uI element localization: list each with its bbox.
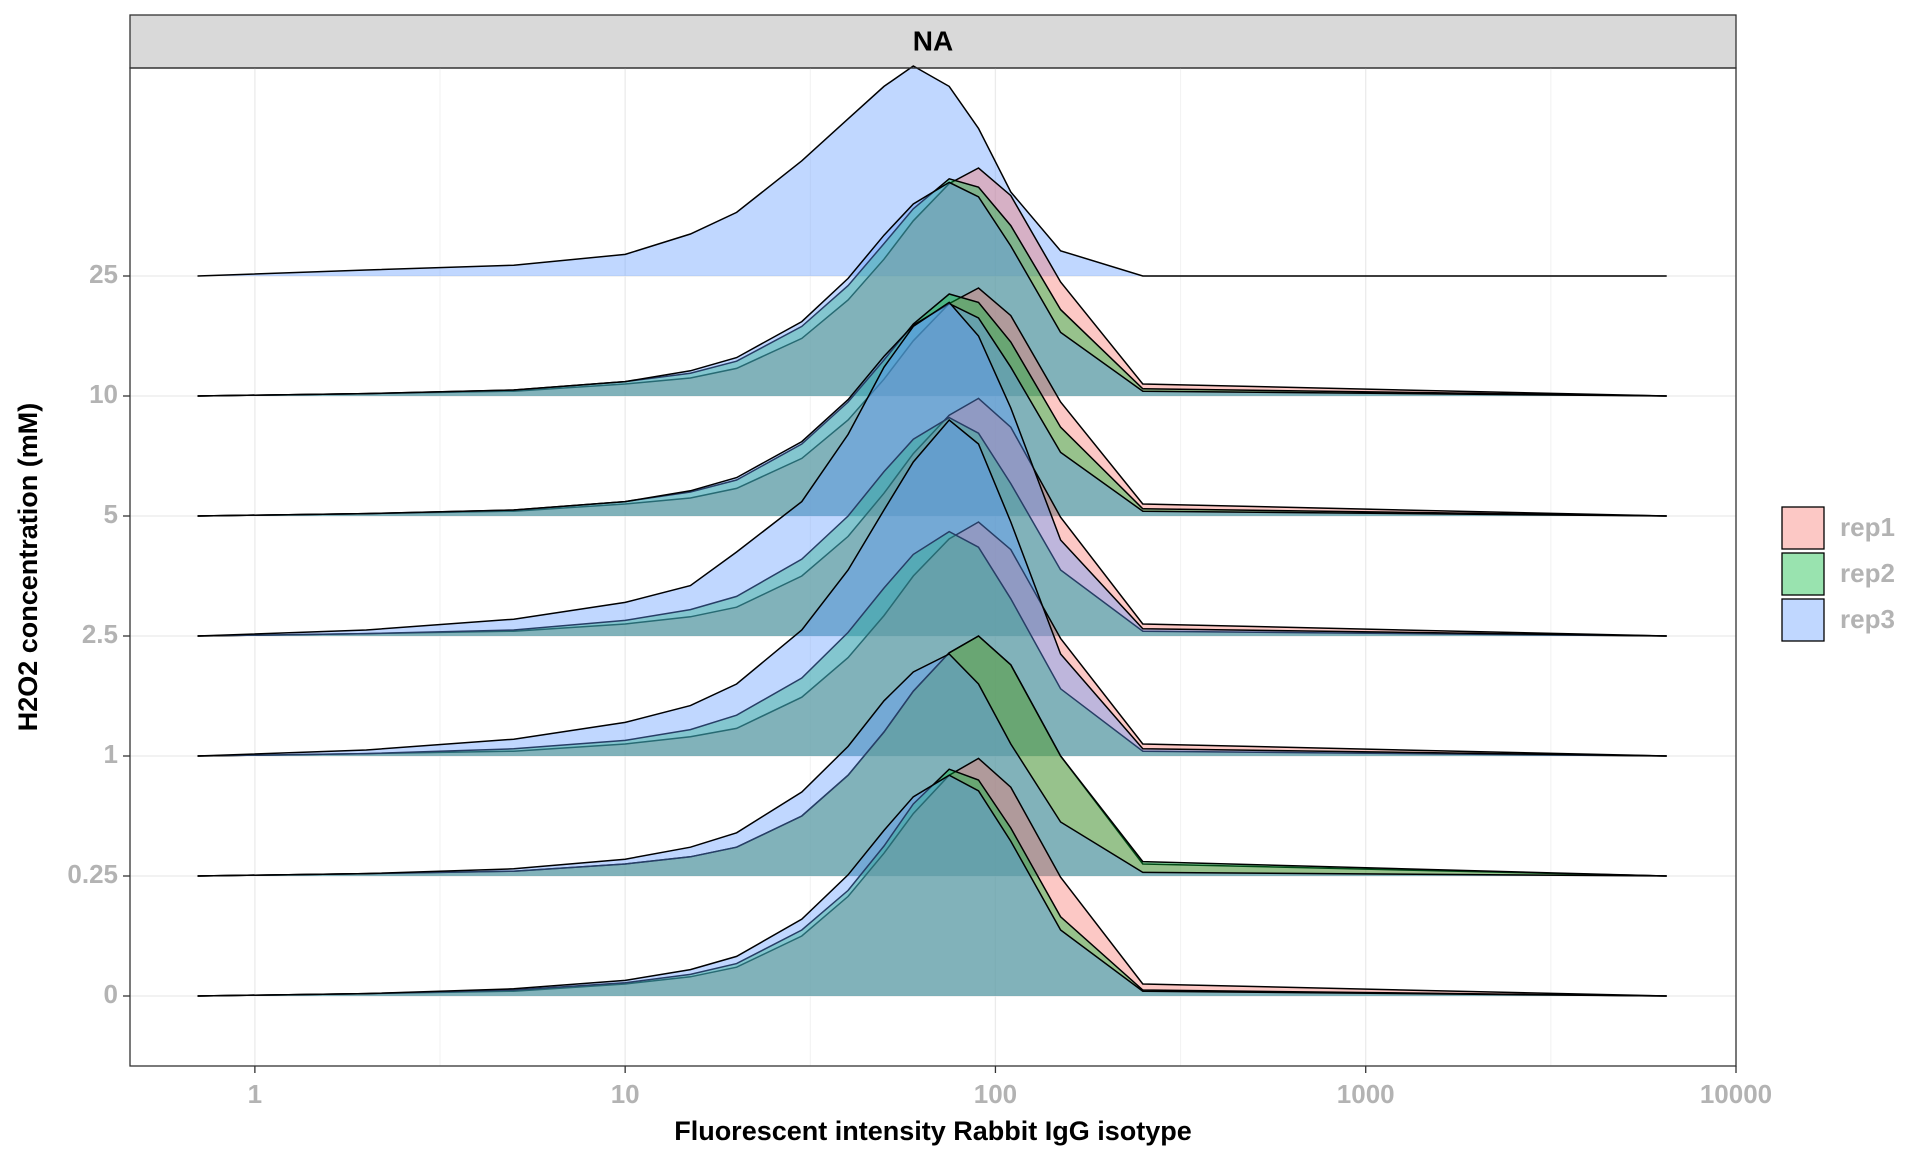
strip-title: NA: [913, 25, 953, 56]
ridge-line: [197, 521, 1667, 757]
ridge-line: [197, 530, 1667, 757]
legend-key: [1781, 598, 1825, 642]
y-tick-label: 0.25: [67, 859, 118, 889]
ridge-area: [197, 303, 1667, 516]
ridge-area: [197, 636, 1667, 876]
ridge-area: [197, 294, 1667, 516]
ridge-line: [197, 635, 1667, 877]
legend-key: [1781, 506, 1825, 550]
ridge-area: [197, 288, 1667, 516]
x-tick-label: 1: [248, 1079, 262, 1109]
ridge-area: [197, 178, 1667, 396]
y-tick-label: 10: [89, 379, 118, 409]
legend-label: rep2: [1840, 558, 1895, 588]
ridge-area: [197, 302, 1667, 636]
ridge-area: [197, 531, 1667, 756]
ridge-line: [197, 774, 1667, 997]
y-tick-label: 2.5: [82, 619, 118, 649]
plot-area: [130, 65, 1737, 1066]
ridge-area: [197, 769, 1667, 996]
x-axis-title: Fluorescent intensity Rabbit IgG isotype: [674, 1116, 1192, 1146]
panel-border: [129, 67, 1737, 1067]
legend-label: rep3: [1840, 604, 1895, 634]
ridge-area: [197, 398, 1667, 636]
ridge-area: [197, 417, 1667, 636]
ridge-area: [197, 168, 1667, 396]
ridge-line: [197, 418, 1667, 757]
ridge-area: [197, 420, 1667, 756]
ridge-line: [197, 301, 1667, 637]
ridge-line: [197, 757, 1667, 997]
ridge-area: [197, 66, 1667, 276]
strip: [129, 14, 1737, 69]
ridge-line: [197, 653, 1667, 877]
x-tick-label: 10000: [1700, 1079, 1772, 1109]
ridge-area: [197, 522, 1667, 756]
ridge-line: [197, 768, 1667, 997]
y-tick-label: 5: [104, 499, 118, 529]
x-tick-label: 10: [611, 1079, 640, 1109]
legend-key: [1781, 552, 1825, 596]
x-tick-label: 1000: [1337, 1079, 1395, 1109]
ridge-line: [197, 181, 1667, 397]
ridge-line: [197, 167, 1667, 397]
ridge-area: [197, 775, 1667, 996]
ridge-area: [197, 654, 1667, 876]
y-tick-label: 0: [104, 979, 118, 1009]
y-tick-label: 1: [104, 739, 118, 769]
ridge-area: [197, 758, 1667, 996]
ridge-line: [197, 302, 1667, 517]
ridge-line: [197, 65, 1667, 277]
ridge-line: [197, 416, 1667, 637]
legend-label: rep1: [1840, 512, 1895, 542]
ridge-area: [197, 182, 1667, 396]
ridge-area: [197, 636, 1667, 876]
y-tick-label: 25: [89, 259, 118, 289]
y-axis-title: H2O2 concentration (mM): [13, 403, 43, 732]
x-tick-label: 100: [974, 1079, 1017, 1109]
